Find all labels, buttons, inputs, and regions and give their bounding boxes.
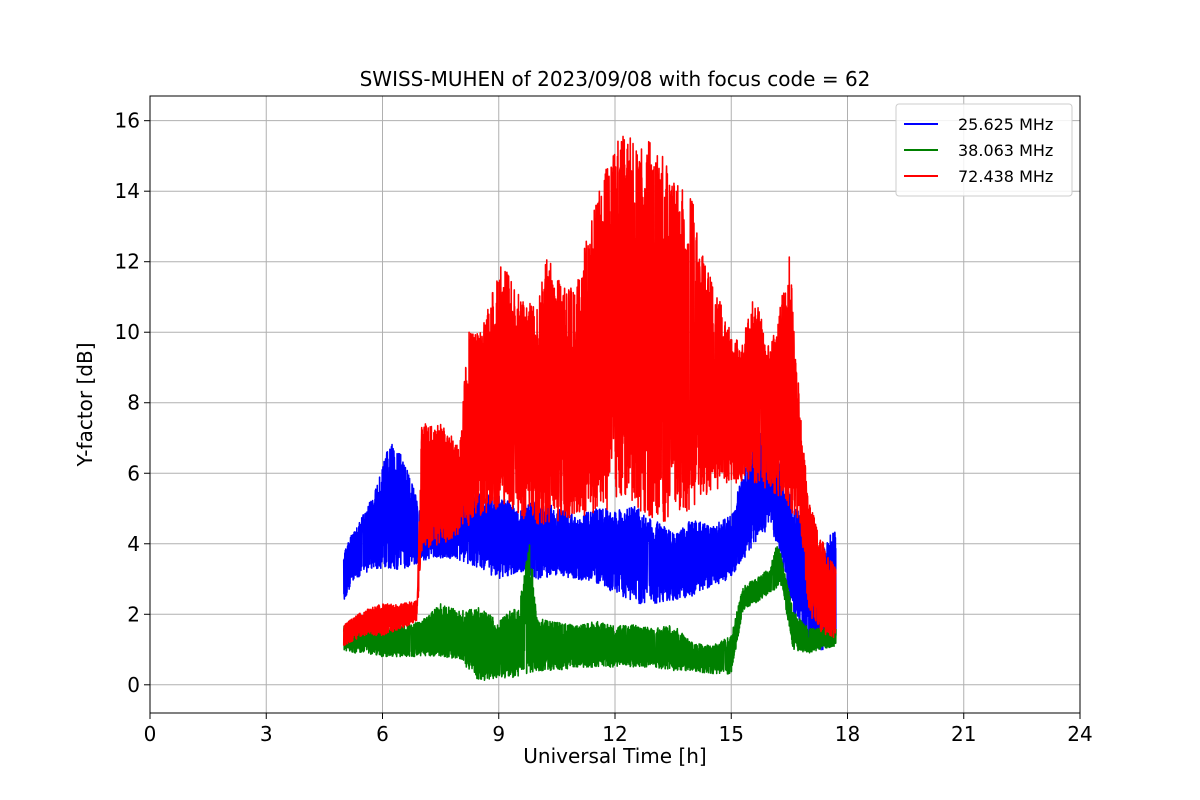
legend-entry: 38.063 MHz bbox=[958, 141, 1053, 160]
y-tick-label: 2 bbox=[127, 602, 140, 626]
x-tick-label: 9 bbox=[492, 722, 505, 746]
legend-items: 25.625 MHz 38.063 MHz 72.438 MHz bbox=[904, 115, 1053, 186]
y-tick-label: 0 bbox=[127, 673, 140, 697]
y-tick-label: 6 bbox=[127, 461, 140, 485]
legend-entry: 72.438 MHz bbox=[958, 167, 1053, 186]
x-axis-label: Universal Time [h] bbox=[523, 744, 706, 768]
x-tick-label: 15 bbox=[719, 722, 744, 746]
x-tick-label: 3 bbox=[260, 722, 273, 746]
series-line bbox=[342, 544, 837, 681]
x-tick-label: 12 bbox=[602, 722, 627, 746]
y-axis-label: Y-factor [dB] bbox=[73, 342, 97, 467]
series-line bbox=[342, 422, 837, 651]
x-axis-ticks: 0 3 6 9 12 15 18 21 24 bbox=[144, 713, 1093, 746]
legend-box bbox=[895, 103, 1073, 197]
y-tick-label: 4 bbox=[127, 532, 140, 556]
y-tick-label: 8 bbox=[127, 391, 140, 415]
y-tick-label: 12 bbox=[115, 250, 140, 274]
y-tick-label: 14 bbox=[115, 179, 140, 203]
y-tick-label: 16 bbox=[115, 109, 140, 133]
series-layer bbox=[342, 135, 837, 681]
x-tick-label: 0 bbox=[144, 722, 157, 746]
legend-entry: 25.625 MHz bbox=[958, 115, 1053, 134]
series-line bbox=[342, 135, 837, 646]
x-tick-label: 6 bbox=[376, 722, 389, 746]
x-tick-label: 21 bbox=[951, 722, 976, 746]
x-tick-label: 18 bbox=[835, 722, 860, 746]
y-tick-label: 10 bbox=[115, 320, 140, 344]
x-tick-label: 24 bbox=[1067, 722, 1092, 746]
chart-title: SWISS-MUHEN of 2023/09/08 with focus cod… bbox=[360, 67, 871, 91]
legend: 25.625 MHz 38.063 MHz 72.438 MHz bbox=[895, 103, 1073, 197]
y-axis-ticks: 0 2 4 6 8 10 12 14 16 bbox=[115, 109, 150, 697]
